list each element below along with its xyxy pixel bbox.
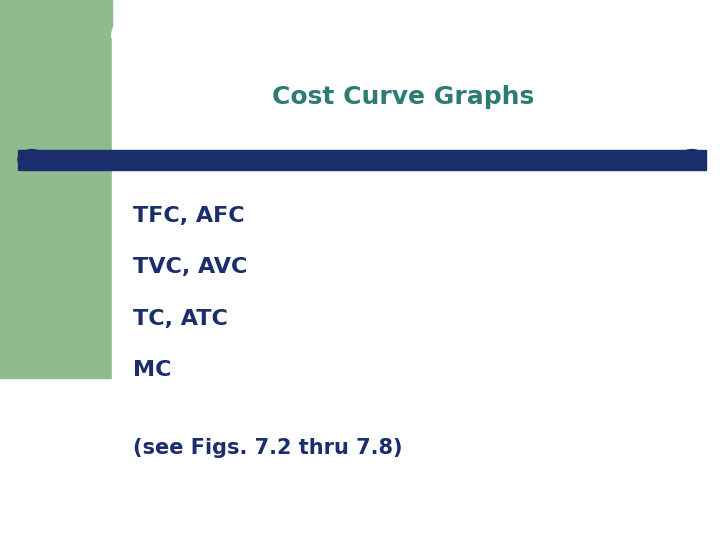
Bar xyxy=(112,38,162,497)
Bar xyxy=(18,150,706,170)
Text: (see Figs. 7.2 thru 7.8): (see Figs. 7.2 thru 7.8) xyxy=(133,438,402,458)
Text: TFC, AFC: TFC, AFC xyxy=(133,206,245,226)
Polygon shape xyxy=(112,0,162,38)
Text: TC, ATC: TC, ATC xyxy=(133,308,228,329)
Text: TVC, AVC: TVC, AVC xyxy=(133,257,248,278)
Bar xyxy=(0,0,112,378)
Circle shape xyxy=(678,150,706,170)
Text: Cost Curve Graphs: Cost Curve Graphs xyxy=(272,85,534,109)
Text: MC: MC xyxy=(133,360,171,380)
Circle shape xyxy=(18,150,45,170)
Bar xyxy=(162,0,720,497)
